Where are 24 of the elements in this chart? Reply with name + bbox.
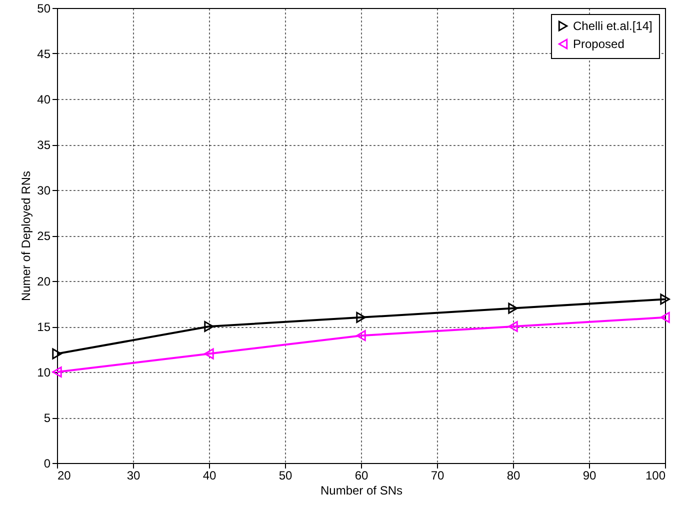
y-tick-label: 45 [37, 47, 51, 61]
y-tick-label: 35 [37, 138, 51, 152]
y-tick-label: 10 [37, 366, 51, 380]
y-tick-label: 5 [44, 411, 51, 425]
x-tick-label: 80 [506, 468, 520, 482]
x-tick-label: 20 [58, 468, 72, 482]
legend-label: Proposed [573, 37, 624, 51]
y-tick-label: 40 [37, 92, 51, 106]
y-tick-label: 25 [37, 229, 51, 243]
x-tick-label: 40 [202, 468, 216, 482]
y-tick-label: 50 [37, 2, 51, 16]
y-tick-label: 20 [37, 274, 51, 288]
legend-label: Chelli et.al.[14] [573, 19, 652, 33]
x-tick-label: 50 [278, 468, 292, 482]
x-axis-title: Number of SNs [320, 484, 403, 498]
y-tick-label: 30 [37, 184, 51, 198]
y-tick-label: 15 [37, 320, 51, 334]
y-axis-title: Numer of Deployed RNs [19, 170, 34, 302]
x-tick-label: 60 [354, 468, 368, 482]
x-tick-label: 30 [126, 468, 140, 482]
x-tick-label: 70 [430, 468, 444, 482]
x-tick-label: 90 [582, 468, 596, 482]
y-tick-label: 0 [44, 456, 51, 470]
x-tick-label: 100 [645, 468, 666, 482]
